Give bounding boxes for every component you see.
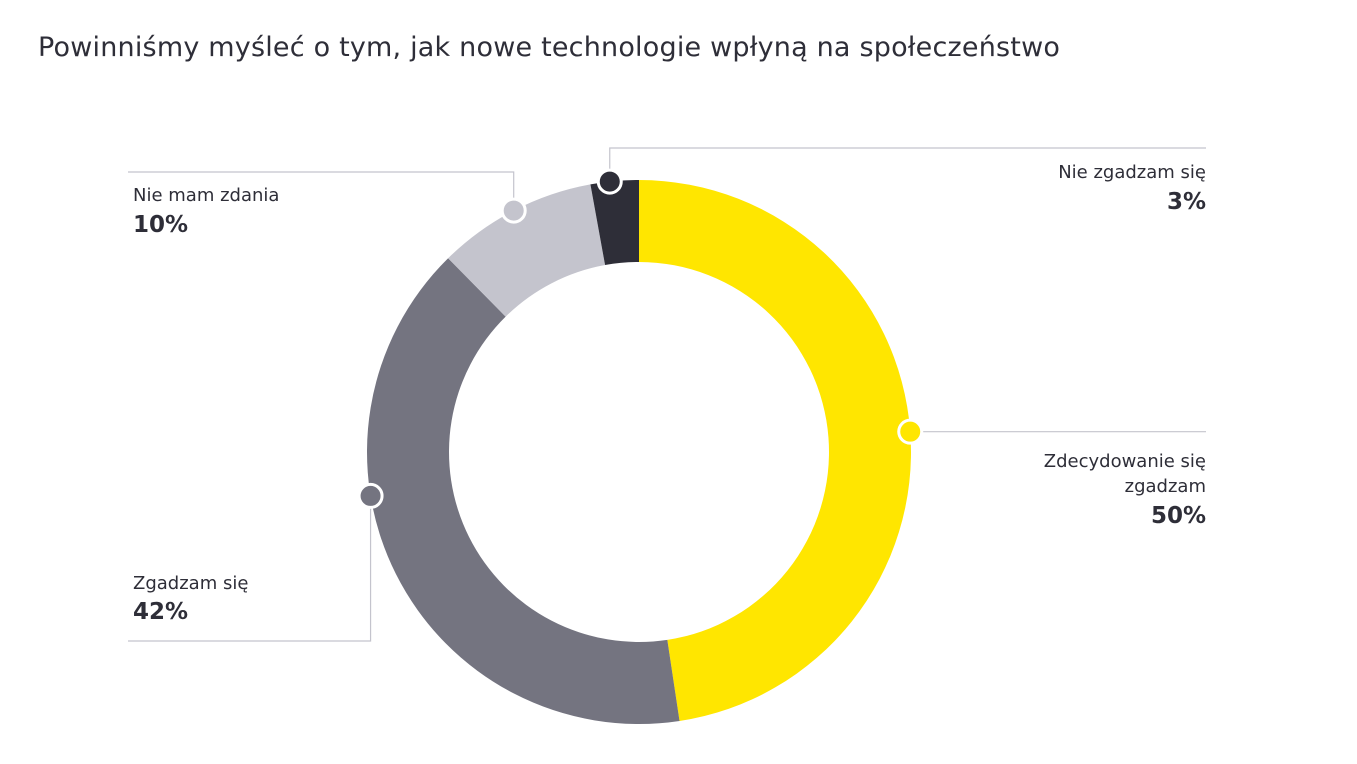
marker-nie-mam-zdania <box>500 197 527 224</box>
value-label-zdecydowanie-sie-zgadzam: 50% <box>1151 503 1206 529</box>
value-label-nie-mam-zdania: 10% <box>133 212 188 238</box>
label-group-nie-zgadzam-sie: Nie zgadzam się 3% <box>1058 162 1206 215</box>
slices-layer <box>367 180 911 724</box>
leader-line-zgadzam-sie <box>128 495 372 642</box>
value-label-zgadzam-sie: 42% <box>133 599 188 625</box>
label-group-zgadzam-sie: Zgadzam się 42% <box>133 573 248 625</box>
label-group-nie-mam-zdania: Nie mam zdania 10% <box>133 185 279 238</box>
slice-zgadzam-sie <box>367 258 680 724</box>
marker-zgadzam-sie <box>357 482 384 509</box>
category-label-nie-zgadzam-sie: Nie zgadzam się <box>1058 162 1206 183</box>
marker-zdecydowanie-sie-zgadzam <box>897 418 924 445</box>
value-label-nie-zgadzam-sie: 3% <box>1167 189 1206 215</box>
chart-title: Powinniśmy myśleć o tym, jak nowe techno… <box>38 32 1061 63</box>
category-label-nie-mam-zdania: Nie mam zdania <box>133 185 279 206</box>
slice-nie-mam-zdania <box>448 184 606 317</box>
label-group-zdecydowanie-sie-zgadzam: Zdecydowanie się zgadzam 50% <box>1044 451 1206 529</box>
labels-layer: Zdecydowanie się zgadzam 50% Zgadzam się 42%… <box>133 162 1206 625</box>
category-label-zdecydowanie-sie-zgadzam-line-2: zgadzam <box>1125 476 1206 497</box>
leader-lines-layer <box>128 147 1206 642</box>
slice-nie-zgadzam-sie <box>590 180 639 266</box>
category-label-zgadzam-sie: Zgadzam się <box>133 573 248 594</box>
marker-nie-zgadzam-sie <box>596 168 623 195</box>
slice-zdecydowanie-sie-zgadzam <box>639 180 911 721</box>
category-label-zdecydowanie-sie-zgadzam-line-1: Zdecydowanie się <box>1044 451 1206 472</box>
